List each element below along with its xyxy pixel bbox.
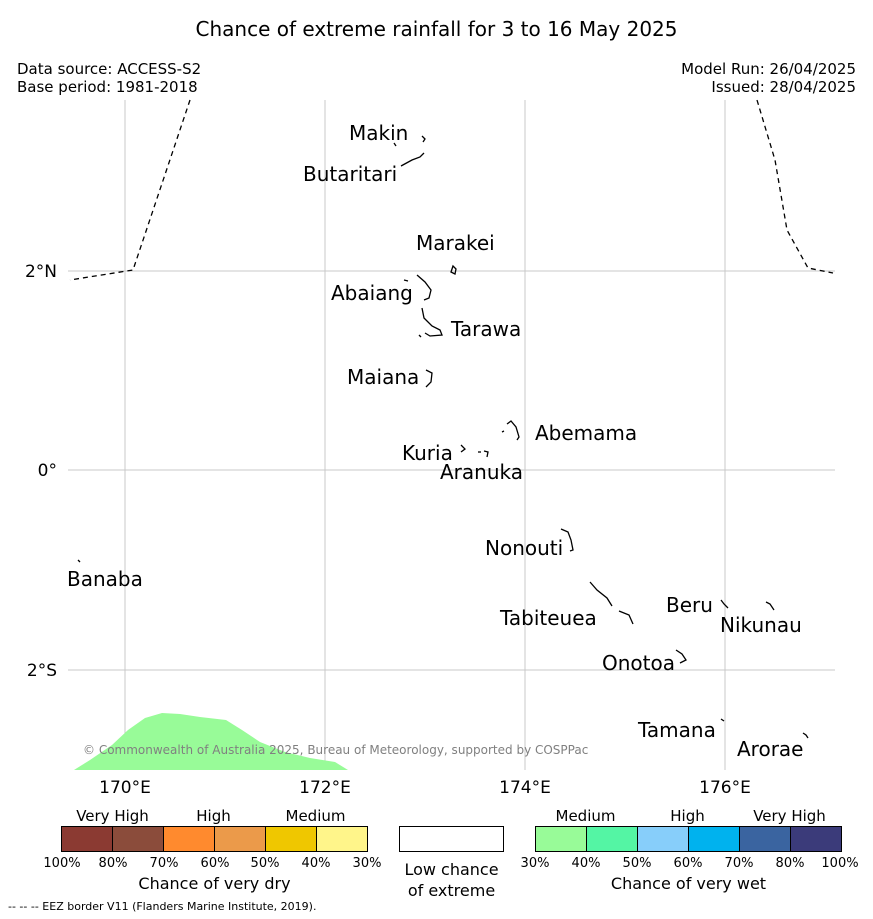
low-chance-caption-line2: of extreme bbox=[407, 881, 496, 900]
wet-tick: 30% bbox=[520, 856, 550, 871]
wet-tick: 100% bbox=[821, 856, 859, 871]
map-title: Chance of extreme rainfall for 3 to 16 M… bbox=[195, 17, 678, 41]
island-label-marakei: Marakei bbox=[416, 231, 495, 255]
dry-swatch-80-70 bbox=[113, 827, 164, 851]
dry-tick: 80% bbox=[98, 856, 128, 871]
dry-tick: 100% bbox=[43, 856, 81, 871]
wet-swatch-30-40 bbox=[536, 827, 587, 851]
island-label-nonouti: Nonouti bbox=[485, 536, 563, 560]
wet-chance-shading bbox=[74, 713, 348, 770]
island-label-arorae: Arorae bbox=[737, 737, 803, 761]
dry-caption: Chance of very dry bbox=[138, 874, 291, 893]
wet-swatch-70-80 bbox=[740, 827, 791, 851]
dry-tick: 70% bbox=[149, 856, 179, 871]
island-label-kuria: Kuria bbox=[402, 441, 453, 465]
eez-footnote: -- -- -- EEZ border V11 (Flanders Marine… bbox=[8, 900, 317, 913]
island-label-tarawa: Tarawa bbox=[450, 317, 521, 341]
dry-colorbar bbox=[61, 826, 368, 852]
island-label-nikunau: Nikunau bbox=[720, 613, 802, 637]
low-chance-caption-line1: Low chance bbox=[404, 860, 499, 879]
dry-swatch-50-40 bbox=[266, 827, 317, 851]
low-chance-swatch bbox=[399, 826, 504, 852]
wet-tick: 60% bbox=[673, 856, 703, 871]
data-source: Data source: ACCESS-S2 bbox=[17, 60, 202, 78]
wet-category-medium: Medium bbox=[555, 807, 616, 825]
island-label-aranuka: Aranuka bbox=[440, 460, 523, 484]
map-canvas: Makin Butaritari Marakei Abaiang Tarawa … bbox=[25, 99, 835, 798]
island-label-makin: Makin bbox=[349, 121, 408, 145]
wet-tick: 70% bbox=[724, 856, 754, 871]
island-outlines bbox=[77, 135, 809, 739]
dry-tick: 40% bbox=[301, 856, 331, 871]
dry-swatch-60-50 bbox=[215, 827, 266, 851]
wet-tick: 50% bbox=[622, 856, 652, 871]
island-label-banaba: Banaba bbox=[67, 567, 143, 591]
dry-tick: 60% bbox=[200, 856, 230, 871]
dry-category-high: High bbox=[196, 807, 231, 825]
dry-swatch-40-30 bbox=[317, 827, 367, 851]
dry-category-medium: Medium bbox=[285, 807, 346, 825]
low-chance-caption: Low chance of extreme bbox=[384, 859, 519, 901]
wet-swatch-60-70 bbox=[689, 827, 740, 851]
island-label-maiana: Maiana bbox=[347, 365, 419, 389]
lat-label-2s: 2°S bbox=[27, 661, 57, 681]
issued-date: Issued: 28/04/2025 bbox=[711, 78, 856, 96]
wet-swatch-80-100 bbox=[791, 827, 841, 851]
dry-swatch-70-60 bbox=[164, 827, 215, 851]
lon-label-170e: 170°E bbox=[99, 778, 151, 798]
dry-tick: 50% bbox=[250, 856, 280, 871]
lat-label-0: 0° bbox=[38, 461, 57, 481]
island-label-abemama: Abemama bbox=[535, 421, 637, 445]
lat-label-2n: 2°N bbox=[25, 262, 57, 282]
wet-swatch-50-60 bbox=[638, 827, 689, 851]
lon-label-174e: 174°E bbox=[499, 778, 551, 798]
base-period: Base period: 1981-2018 bbox=[17, 78, 198, 96]
wet-colorbar bbox=[535, 826, 842, 852]
graticule bbox=[68, 100, 835, 770]
island-label-abaiang: Abaiang bbox=[331, 281, 413, 305]
island-label-beru: Beru bbox=[666, 593, 713, 617]
model-run: Model Run: 26/04/2025 bbox=[681, 60, 856, 78]
wet-category-very-high: Very High bbox=[753, 807, 826, 825]
wet-swatch-40-50 bbox=[587, 827, 638, 851]
lon-label-176e: 176°E bbox=[699, 778, 751, 798]
dry-swatch-100-80 bbox=[62, 827, 113, 851]
dry-tick: 30% bbox=[352, 856, 382, 871]
island-label-tamana: Tamana bbox=[637, 718, 716, 742]
wet-category-high: High bbox=[670, 807, 705, 825]
wet-caption: Chance of very wet bbox=[610, 874, 767, 893]
lon-label-172e: 172°E bbox=[299, 778, 351, 798]
wet-tick: 40% bbox=[571, 856, 601, 871]
island-label-onotoa: Onotoa bbox=[602, 651, 675, 675]
island-label-tabiteuea: Tabiteuea bbox=[499, 606, 597, 630]
wet-tick: 80% bbox=[775, 856, 805, 871]
dry-category-very-high: Very High bbox=[76, 807, 149, 825]
copyright-notice: © Commonwealth of Australia 2025, Bureau… bbox=[83, 743, 588, 757]
island-label-butaritari: Butaritari bbox=[303, 162, 397, 186]
